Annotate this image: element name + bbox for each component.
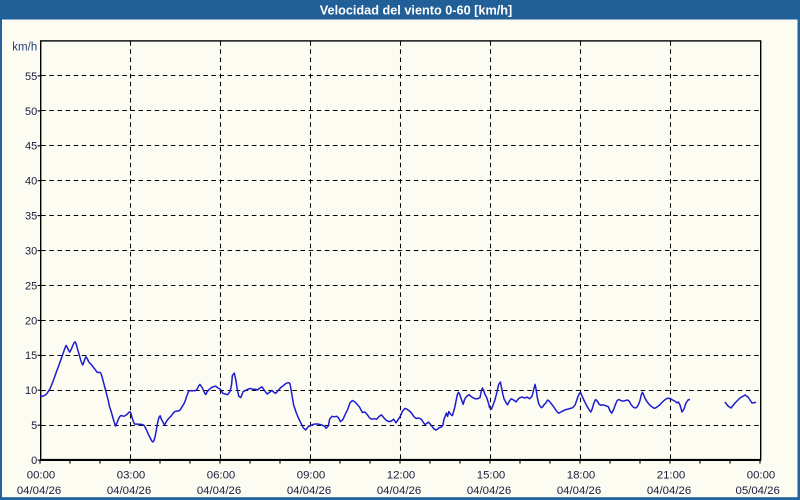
svg-text:03:00: 03:00	[117, 470, 146, 482]
svg-text:30: 30	[25, 246, 37, 258]
svg-text:15: 15	[25, 350, 37, 362]
svg-text:50: 50	[25, 106, 37, 118]
svg-text:18:00: 18:00	[567, 470, 596, 482]
svg-text:10: 10	[25, 385, 37, 397]
svg-text:05/04/26: 05/04/26	[736, 485, 780, 497]
svg-text:40: 40	[25, 176, 37, 188]
svg-text:04/04/26: 04/04/26	[467, 485, 511, 497]
svg-text:35: 35	[25, 211, 37, 223]
svg-text:25: 25	[25, 280, 37, 292]
svg-text:5: 5	[31, 420, 37, 432]
svg-text:04/04/26: 04/04/26	[17, 485, 61, 497]
svg-text:04/04/26: 04/04/26	[287, 485, 331, 497]
svg-text:20: 20	[25, 315, 37, 327]
svg-text:04/04/26: 04/04/26	[197, 485, 241, 497]
svg-text:00:00: 00:00	[27, 470, 56, 482]
svg-text:04/04/26: 04/04/26	[557, 485, 601, 497]
svg-text:04/04/26: 04/04/26	[107, 485, 151, 497]
svg-text:04/04/26: 04/04/26	[647, 485, 691, 497]
svg-text:55: 55	[25, 71, 37, 83]
svg-text:Velocidad del viento 0-60 [km/: Velocidad del viento 0-60 [km/h]	[320, 4, 512, 18]
svg-text:00:00: 00:00	[747, 470, 776, 482]
svg-text:15:00: 15:00	[477, 470, 506, 482]
svg-text:21:00: 21:00	[657, 470, 686, 482]
svg-text:04/04/26: 04/04/26	[377, 485, 421, 497]
svg-text:06:00: 06:00	[207, 470, 236, 482]
svg-text:0: 0	[31, 455, 37, 467]
svg-text:45: 45	[25, 141, 37, 153]
svg-text:km/h: km/h	[12, 41, 37, 53]
svg-text:09:00: 09:00	[297, 470, 326, 482]
svg-text:12:00: 12:00	[387, 470, 416, 482]
